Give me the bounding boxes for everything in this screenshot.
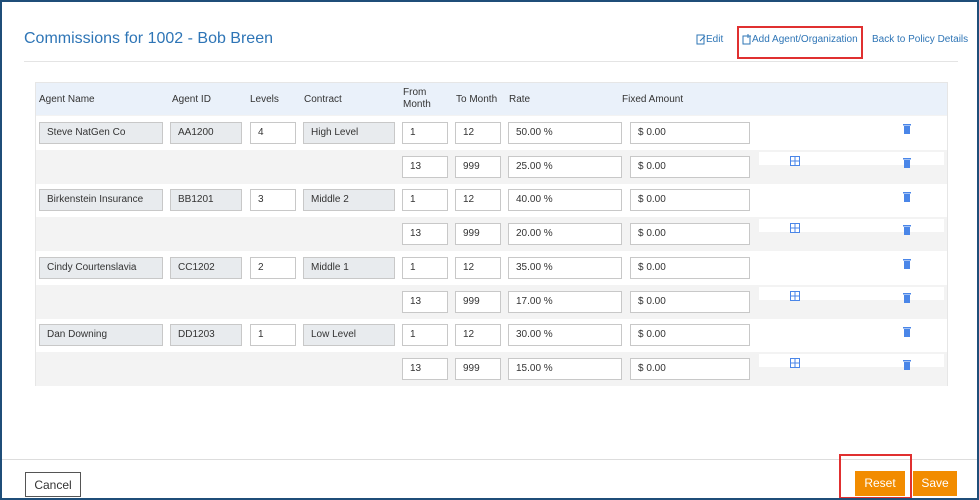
- to-month-input[interactable]: 999: [455, 223, 501, 246]
- reset-button[interactable]: Reset: [855, 471, 905, 496]
- highlight-box: [737, 26, 863, 59]
- from-month-input[interactable]: 13: [402, 358, 448, 381]
- rate-input[interactable]: 50.00 %: [508, 121, 622, 144]
- delete-icon[interactable]: [902, 189, 912, 202]
- agent-name: Dan Downing: [39, 324, 163, 347]
- column-header: Levels: [250, 94, 279, 105]
- column-header: To Month: [456, 94, 498, 105]
- highlight-box: [839, 454, 912, 498]
- agent-name: Birkenstein Insurance: [39, 189, 163, 212]
- delete-icon[interactable]: [902, 155, 912, 168]
- rate-input[interactable]: 15.00 %: [508, 358, 622, 381]
- rate-input[interactable]: 25.00 %: [508, 155, 622, 178]
- column-header: Agent Name: [39, 94, 95, 105]
- from-month-input[interactable]: 1: [402, 121, 448, 144]
- page-title: Commissions for 1002 - Bob Breen: [24, 30, 273, 47]
- levels-input[interactable]: 3: [250, 189, 296, 212]
- contract: Middle 2: [303, 189, 395, 212]
- delete-icon[interactable]: [902, 324, 912, 337]
- levels-input[interactable]: 4: [250, 121, 296, 144]
- action-strip: [759, 286, 944, 300]
- from-month-input[interactable]: 1: [402, 189, 448, 212]
- contract: Low Level: [303, 324, 395, 347]
- fixed-amount-input[interactable]: $ 0.00: [630, 256, 750, 279]
- table-header: [36, 83, 947, 115]
- to-month-input[interactable]: 999: [455, 155, 501, 178]
- add-tier-icon[interactable]: [790, 356, 800, 369]
- fixed-amount-input[interactable]: $ 0.00: [630, 155, 750, 178]
- rate-input[interactable]: 40.00 %: [508, 189, 622, 212]
- column-header: Fixed Amount: [622, 94, 684, 105]
- footer-divider: [2, 459, 977, 460]
- delete-icon[interactable]: [902, 222, 912, 236]
- to-month-input[interactable]: 12: [455, 324, 501, 347]
- action-strip: [759, 151, 944, 165]
- contract: Middle 1: [303, 256, 395, 279]
- fixed-amount-input[interactable]: $ 0.00: [630, 358, 750, 381]
- add-tier-icon[interactable]: [790, 289, 800, 301]
- agent-id: CC1202: [170, 256, 242, 279]
- rate-input[interactable]: 17.00 %: [508, 290, 622, 313]
- to-month-input[interactable]: 999: [455, 290, 501, 313]
- back-link[interactable]: Back to Policy Details: [872, 34, 969, 45]
- from-month-input[interactable]: 13: [402, 290, 448, 313]
- column-header: Agent ID: [172, 94, 211, 105]
- from-month-input[interactable]: 1: [402, 256, 448, 279]
- fixed-amount-input[interactable]: $ 0.00: [630, 223, 750, 246]
- to-month-input[interactable]: 12: [455, 121, 501, 144]
- agent-id: DD1203: [170, 324, 242, 347]
- agent-name: Steve NatGen Co: [39, 121, 163, 144]
- rate-input[interactable]: 30.00 %: [508, 324, 622, 347]
- to-month-input[interactable]: 999: [455, 358, 501, 381]
- agent-id: BB1201: [170, 189, 242, 212]
- from-month-input[interactable]: 1: [402, 324, 448, 347]
- from-month-input[interactable]: 13: [402, 155, 448, 178]
- column-header: Rate: [509, 94, 531, 105]
- column-header: From Month: [403, 87, 431, 110]
- rate-input[interactable]: 35.00 %: [508, 256, 622, 279]
- delete-icon[interactable]: [902, 256, 912, 269]
- add-tier-icon[interactable]: [790, 154, 800, 166]
- levels-input[interactable]: 1: [250, 324, 296, 347]
- levels-input[interactable]: 2: [250, 256, 296, 279]
- fixed-amount-input[interactable]: $ 0.00: [630, 121, 750, 144]
- rate-input[interactable]: 20.00 %: [508, 223, 622, 246]
- agent-id: AA1200: [170, 121, 242, 144]
- edit-icon: [696, 34, 706, 45]
- add-icon: [742, 34, 751, 45]
- add-agent-link[interactable]: Add Agent/Organization: [752, 34, 858, 45]
- from-month-input[interactable]: 13: [402, 223, 448, 246]
- delete-icon[interactable]: [902, 357, 912, 371]
- delete-icon[interactable]: [902, 121, 912, 134]
- edit-link[interactable]: Edit: [706, 34, 724, 45]
- fixed-amount-input[interactable]: $ 0.00: [630, 189, 750, 212]
- divider: [24, 61, 958, 62]
- to-month-input[interactable]: 12: [455, 189, 501, 212]
- add-tier-icon[interactable]: [790, 221, 800, 234]
- fixed-amount-input[interactable]: $ 0.00: [630, 324, 750, 347]
- fixed-amount-input[interactable]: $ 0.00: [630, 290, 750, 313]
- action-strip: [759, 354, 944, 368]
- save-button[interactable]: Save: [913, 471, 957, 496]
- agent-name: Cindy Courtenslavia: [39, 256, 163, 279]
- contract: High Level: [303, 121, 395, 144]
- delete-icon[interactable]: [902, 290, 912, 303]
- to-month-input[interactable]: 12: [455, 256, 501, 279]
- column-header: Contract: [304, 94, 342, 105]
- action-strip: [759, 219, 944, 233]
- cancel-button[interactable]: Cancel: [25, 472, 81, 497]
